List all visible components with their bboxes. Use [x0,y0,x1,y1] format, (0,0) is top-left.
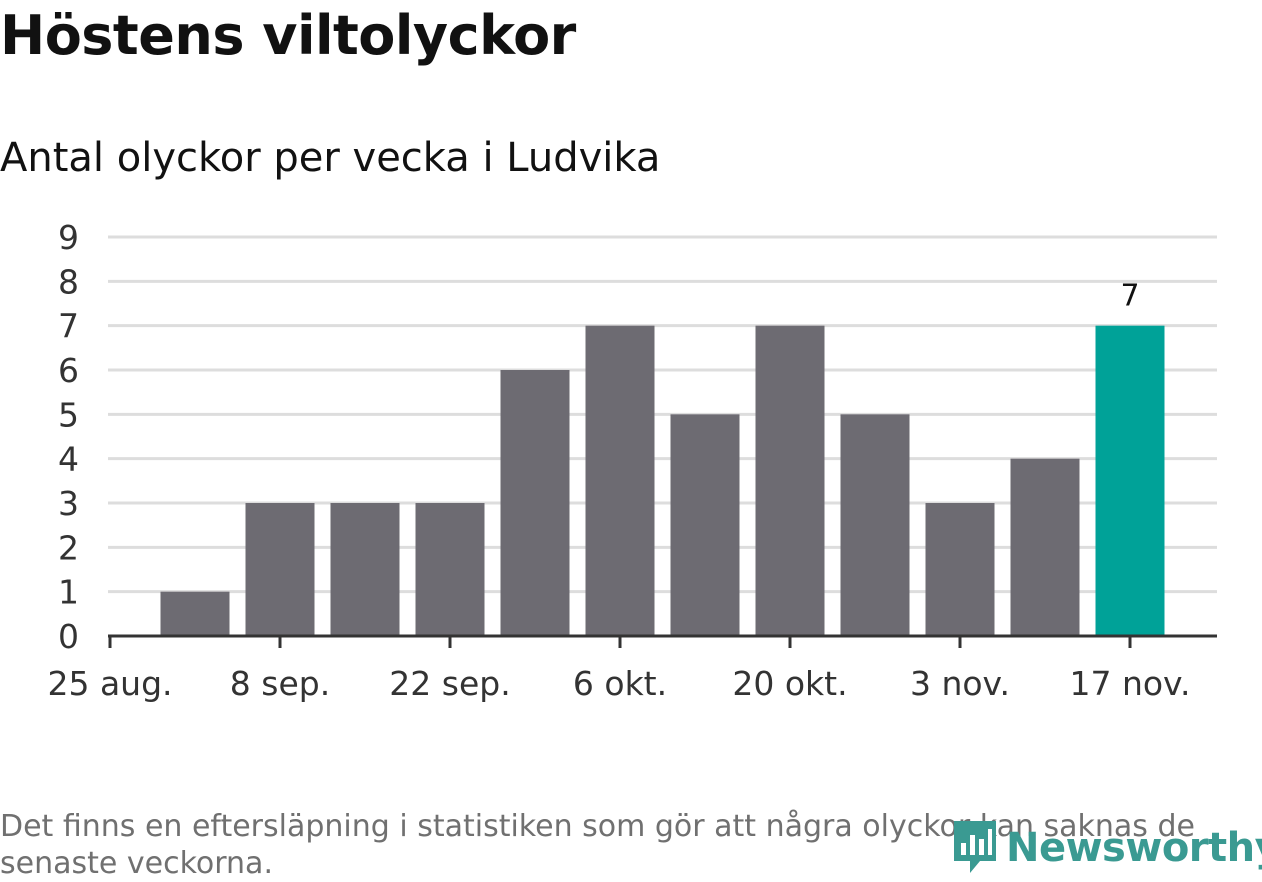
logo-text: Newsworthy [1006,825,1262,871]
y-tick-label: 0 [58,617,79,656]
chart-subtitle: Antal olyckor per vecka i Ludvika [0,135,661,181]
y-tick-label: 9 [58,218,79,257]
bar [160,591,230,636]
x-tick-label: 25 aug. [47,664,172,703]
bar [415,503,485,636]
data-label: 7 [1120,279,1139,314]
newsworthy-logo: Newsworthy [950,818,1262,878]
bar [670,414,740,636]
bar [840,414,910,636]
y-tick-label: 5 [58,395,79,434]
x-tick-label: 20 okt. [732,664,847,703]
bar [585,325,655,636]
x-tick-label: 3 nov. [910,664,1010,703]
chart-title: Höstens viltolyckor [0,4,576,67]
data-labels: 7 [1120,279,1139,314]
y-tick-label: 1 [58,573,79,612]
x-tick-label: 22 sep. [389,664,510,703]
y-tick-label: 7 [58,307,79,346]
y-axis-ticks: 0 1 2 3 4 5 6 7 8 9 [58,218,79,656]
bar [330,503,400,636]
x-tick-label: 8 sep. [230,664,330,703]
bar-chart: 0 1 2 3 4 5 6 7 8 9 25 aug. 8 sep. 22 sep. 6 okt. 20 … [47,218,1217,703]
bar [245,503,315,636]
bar [500,370,570,636]
chart-pin-icon [950,817,1000,879]
y-tick-label: 4 [58,440,79,479]
bar [755,325,825,636]
x-axis-ticks: 25 aug. 8 sep. 22 sep. 6 okt. 20 okt. 3 nov. 1… [47,636,1191,703]
bar [1010,458,1080,636]
y-tick-label: 6 [58,351,79,390]
y-tick-label: 8 [58,262,79,301]
y-tick-label: 3 [58,484,79,523]
bars [160,325,1165,636]
x-tick-label: 17 nov. [1069,664,1190,703]
bar [925,503,995,636]
bar-highlight [1095,325,1165,636]
x-tick-label: 6 okt. [573,664,667,703]
y-tick-label: 2 [58,528,79,567]
